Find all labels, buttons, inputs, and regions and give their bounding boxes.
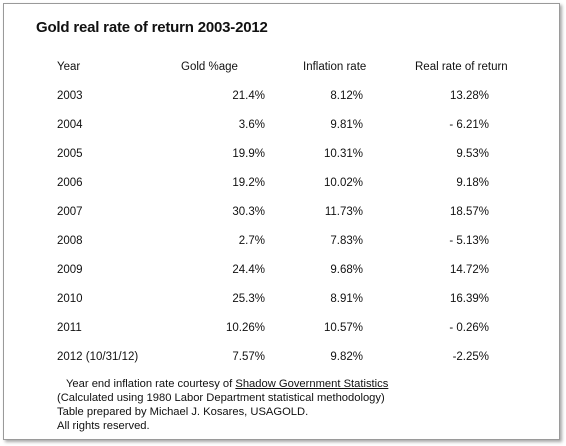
cell-gold: 7.57% bbox=[232, 351, 265, 363]
cell-real-return: 14.72% bbox=[449, 264, 489, 276]
cell-inflation: 9.68% bbox=[330, 264, 363, 276]
cell-gold: 10.26% bbox=[225, 322, 265, 334]
cell-year: 2009 bbox=[57, 264, 83, 276]
cell-real-return: 9.53% bbox=[456, 148, 489, 160]
cell-gold: 2.7% bbox=[238, 235, 265, 247]
cell-year: 2003 bbox=[57, 90, 83, 102]
source-line: Year end inflation rate courtesy of Shad… bbox=[57, 377, 388, 391]
cell-year: 2007 bbox=[57, 206, 83, 218]
cell-year: 2005 bbox=[57, 148, 83, 160]
cell-real-return: 16.39% bbox=[449, 293, 489, 305]
cell-inflation: 10.02% bbox=[323, 177, 363, 189]
table-frame: Gold real rate of return 2003-2012 Year … bbox=[3, 3, 560, 440]
cell-year: 2008 bbox=[57, 235, 83, 247]
column-header-inflation: Inflation rate bbox=[303, 61, 367, 73]
cell-inflation: 8.12% bbox=[330, 90, 363, 102]
shadow-government-statistics-link[interactable]: Shadow Government Statistics bbox=[235, 378, 389, 390]
column-header-year: Year bbox=[57, 61, 81, 73]
cell-gold: 19.9% bbox=[232, 148, 265, 160]
cell-gold: 25.3% bbox=[232, 293, 265, 305]
cell-real-return: 18.57% bbox=[449, 206, 489, 218]
cell-year: 2006 bbox=[57, 177, 83, 189]
cell-real-return: -2.25% bbox=[452, 351, 489, 363]
prepared-by-note: Table prepared by Michael J. Kosares, US… bbox=[57, 406, 309, 418]
cell-inflation: 10.31% bbox=[323, 148, 363, 160]
source-prefix: Year end inflation rate courtesy of bbox=[66, 378, 236, 390]
cell-inflation: 8.91% bbox=[330, 293, 363, 305]
cell-gold: 21.4% bbox=[232, 90, 265, 102]
column-header-real-return: Real rate of return bbox=[415, 61, 508, 73]
cell-real-return: 9.18% bbox=[456, 177, 489, 189]
page-title: Gold real rate of return 2003-2012 bbox=[36, 19, 268, 36]
cell-year: 2011 bbox=[57, 322, 82, 334]
cell-gold: 19.2% bbox=[232, 177, 265, 189]
returns-table: Year Gold %age Inflation rate Real rate … bbox=[4, 4, 559, 439]
cell-gold: 30.3% bbox=[232, 206, 265, 218]
cell-gold: 3.6% bbox=[238, 119, 265, 131]
cell-year: 2004 bbox=[57, 119, 83, 131]
source-notes: Year end inflation rate courtesy of Shad… bbox=[57, 377, 388, 433]
cell-inflation: 11.73% bbox=[324, 206, 363, 218]
cell-inflation: 7.83% bbox=[330, 235, 363, 247]
cell-gold: 24.4% bbox=[232, 264, 265, 276]
cell-real-return: 13.28% bbox=[449, 90, 489, 102]
cell-year: 2010 bbox=[57, 293, 83, 305]
rights-note: All rights reserved. bbox=[57, 420, 150, 432]
cell-inflation: 10.57% bbox=[323, 322, 363, 334]
cell-inflation: 9.82% bbox=[330, 351, 363, 363]
column-header-gold: Gold %age bbox=[181, 61, 238, 73]
cell-real-return: - 5.13% bbox=[449, 235, 489, 247]
cell-inflation: 9.81% bbox=[330, 119, 363, 131]
cell-year: 2012 (10/31/12) bbox=[57, 351, 139, 363]
cell-real-return: - 6.21% bbox=[449, 119, 489, 131]
cell-real-return: - 0.26% bbox=[449, 322, 489, 334]
methodology-note: (Calculated using 1980 Labor Department … bbox=[57, 392, 385, 404]
